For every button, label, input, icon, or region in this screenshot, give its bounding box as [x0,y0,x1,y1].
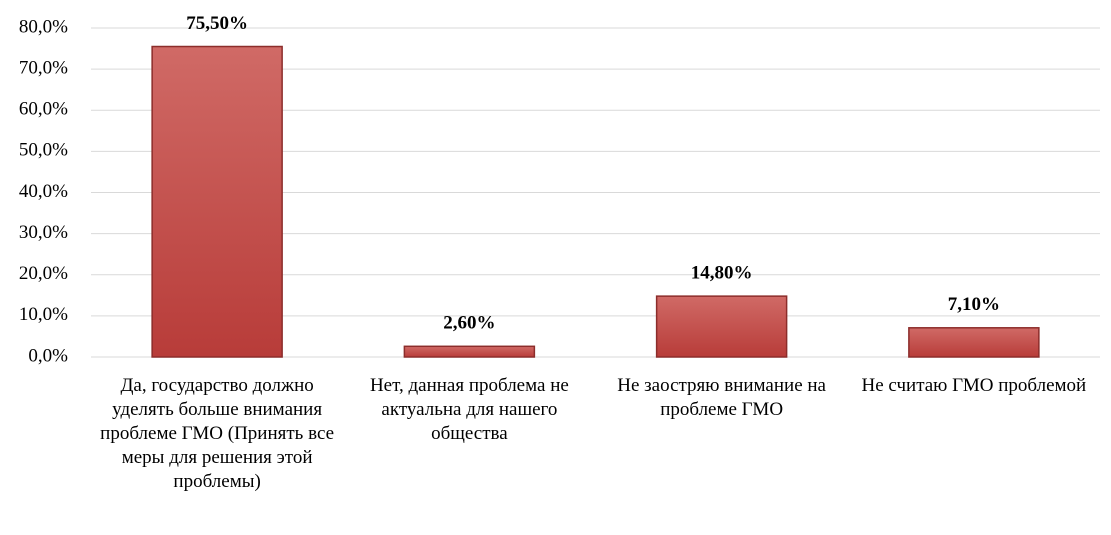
value-label: 14,80% [691,262,753,283]
y-tick-label: 80,0% [19,16,68,37]
y-tick-label: 10,0% [19,304,68,325]
x-tick-label: Не заостряю внимание на проблеме ГМО [617,375,826,420]
value-label: 7,10% [948,294,1000,315]
value-label: 75,50% [186,13,248,34]
y-tick-label: 50,0% [19,140,68,161]
y-tick-label: 70,0% [19,57,68,78]
bar [655,295,788,358]
y-tick-label: 20,0% [19,263,68,284]
y-tick-label: 40,0% [19,181,68,202]
bar [908,327,1040,358]
bar [151,45,283,358]
x-tick-label: Да, государство должно уделять больше вн… [100,375,335,492]
y-tick-label: 0,0% [28,345,68,366]
y-tick-label: 60,0% [19,99,68,120]
bar [403,345,536,358]
x-tick-label: Не считаю ГМО проблемой [861,375,1087,396]
x-tick-label: Нет, данная проблема не актуальна для на… [369,375,569,444]
y-tick-label: 30,0% [19,222,68,243]
value-label: 2,60% [443,313,495,334]
